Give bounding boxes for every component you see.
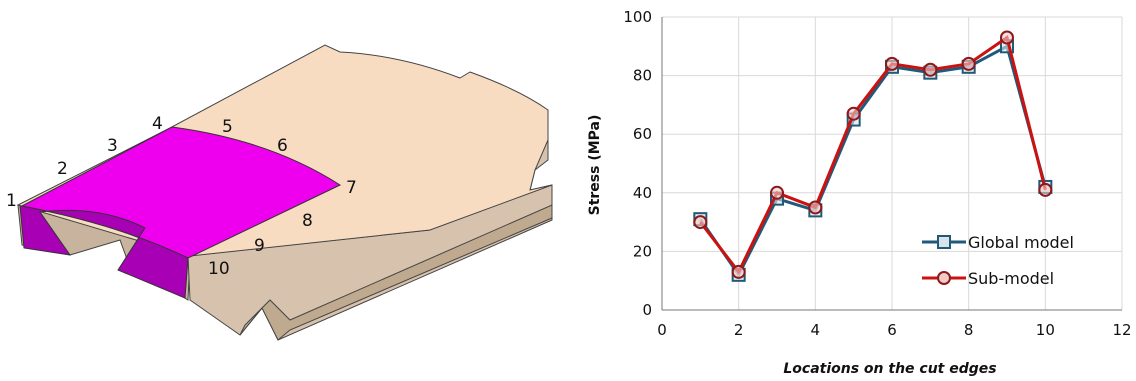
location-label-8: 8 — [302, 211, 313, 231]
legend-marker-global-model — [937, 235, 951, 249]
x-tick-label: 12 — [1112, 321, 1131, 339]
location-label-9: 9 — [254, 236, 265, 256]
location-label-5: 5 — [222, 117, 233, 137]
legend-label-global-model: Global model — [968, 233, 1074, 252]
sub-model-point — [846, 106, 861, 121]
series-line-global-model — [699, 44, 1047, 278]
chart-ticks: 0 2 4 6 8 10 12 0 20 40 60 80 100 — [623, 8, 1131, 339]
y-tick-label: 100 — [623, 8, 652, 26]
location-label-6: 6 — [277, 136, 288, 156]
sub-model-point — [1038, 182, 1053, 197]
location-label-3: 3 — [107, 136, 118, 156]
x-tick-label: 8 — [964, 321, 974, 339]
legend-label-sub-model: Sub-model — [968, 269, 1054, 288]
x-tick-label: 4 — [811, 321, 821, 339]
sub-model-point — [885, 56, 899, 71]
sub-model-point — [693, 215, 708, 230]
legend-marker-sub-model — [937, 271, 951, 285]
chart-legend: Global model Sub-model — [922, 233, 1074, 288]
sub-model-point — [731, 264, 746, 279]
chart-series — [693, 30, 1053, 282]
x-tick-label: 0 — [657, 321, 667, 339]
sub-model-point — [923, 62, 938, 77]
y-axis-title: Stress (MPa) — [587, 115, 603, 216]
x-tick-label: 10 — [1036, 321, 1055, 339]
location-label-2: 2 — [57, 159, 68, 179]
y-tick-label: 60 — [633, 125, 652, 143]
x-tick-label: 2 — [734, 321, 744, 339]
location-label-4: 4 — [152, 114, 163, 134]
location-label-7: 7 — [346, 178, 357, 198]
cut-region-side — [19, 205, 189, 299]
y-tick-label: 0 — [642, 301, 652, 319]
y-tick-label: 40 — [633, 184, 652, 202]
x-axis-title: Locations on the cut edges — [783, 361, 996, 377]
y-tick-label: 20 — [633, 242, 652, 260]
chart-axes — [661, 17, 1122, 311]
sub-model-point — [808, 200, 823, 215]
location-label-10: 10 — [208, 259, 230, 279]
sub-model-point — [770, 185, 784, 200]
series-line-sub-model — [699, 35, 1047, 275]
slab-front-lip — [239, 204, 553, 341]
x-tick-label: 6 — [887, 321, 897, 339]
location-label-1: 1 — [6, 191, 17, 211]
stress-chart: 0 2 4 6 8 10 12 0 20 40 60 80 100 Locations on the c… — [587, 8, 1132, 377]
sub-model-point — [1000, 30, 1014, 45]
submodel-illustration: 1 2 3 4 5 6 7 8 9 10 — [6, 44, 553, 341]
sub-model-point — [961, 56, 976, 71]
y-tick-label: 80 — [633, 67, 652, 85]
